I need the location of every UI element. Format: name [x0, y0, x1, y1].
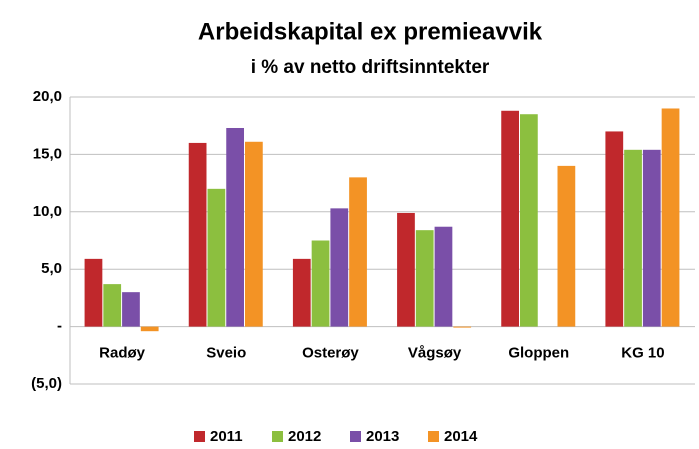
chart-subtitle: i % av netto driftsinntekter [251, 57, 490, 78]
bar [84, 258, 103, 327]
bar [642, 149, 661, 327]
legend-swatch [272, 431, 283, 442]
bar [226, 127, 244, 327]
bar [605, 131, 624, 327]
bar [501, 110, 519, 327]
bar [311, 240, 330, 327]
bar [122, 292, 140, 327]
legend-label: 2013 [366, 428, 399, 444]
legend-label: 2012 [288, 428, 321, 444]
y-tick-label: 5,0 [41, 260, 62, 277]
bar [188, 142, 207, 327]
x-tick-label: Sveio [206, 345, 246, 362]
x-tick-label: Radøy [99, 345, 146, 362]
bar [520, 114, 538, 327]
bar [397, 212, 415, 327]
y-tick-label: 15,0 [33, 145, 62, 162]
bar [434, 226, 453, 327]
y-tick-label: - [57, 318, 62, 335]
bar [415, 230, 434, 327]
legend-swatch [350, 431, 361, 442]
bar [207, 188, 226, 327]
x-tick-label: Osterøy [302, 345, 359, 362]
legend-swatch [194, 431, 205, 442]
legend-label: 2014 [444, 428, 478, 444]
bar [103, 284, 122, 327]
bar [624, 149, 642, 327]
x-tick-label: Gloppen [508, 345, 569, 362]
y-tick-label: (5,0) [31, 375, 62, 392]
x-tick-label: Vågsøy [408, 345, 462, 362]
legend-label: 2011 [210, 428, 243, 444]
bar [140, 326, 159, 332]
x-tick-label: KG 10 [621, 345, 664, 362]
chart-title: Arbeidskapital ex premieavvik [198, 18, 543, 45]
y-tick-label: 10,0 [33, 203, 62, 220]
bar [349, 177, 367, 327]
legend-swatch [428, 431, 439, 442]
bar [453, 326, 472, 328]
bar [661, 108, 680, 327]
bar [245, 141, 263, 327]
bar [330, 208, 349, 327]
bar [292, 258, 311, 327]
y-tick-label: 20,0 [33, 88, 62, 105]
bar [557, 165, 576, 327]
